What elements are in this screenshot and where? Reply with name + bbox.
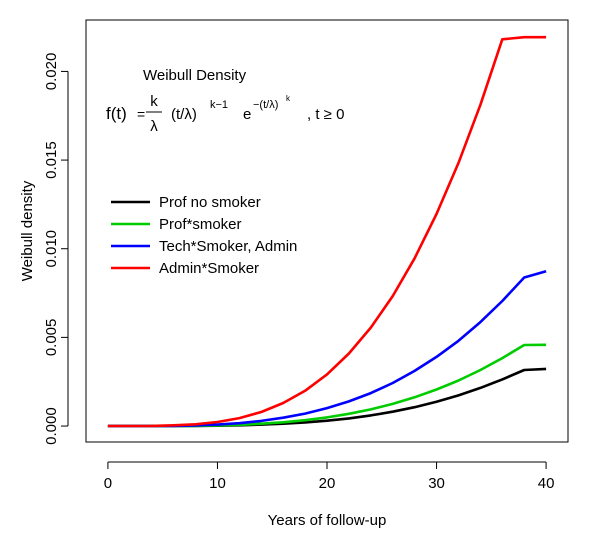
formula-exp2: −(t/λ) bbox=[253, 99, 278, 111]
formula-annotation: Weibull Density f(t) = k λ (t/λ) k−1 e −… bbox=[106, 67, 344, 135]
formula-condition: , t ≥ 0 bbox=[307, 106, 344, 123]
y-tick-label: 0.000 bbox=[43, 407, 60, 445]
legend-label: Prof no smoker bbox=[159, 194, 261, 211]
y-axis-label: Weibull density bbox=[19, 180, 36, 281]
legend: Prof no smoker Prof*smoker Tech*Smoker, Ad… bbox=[111, 194, 297, 277]
formula-exp1: k−1 bbox=[210, 99, 228, 111]
series-lines bbox=[107, 35, 547, 428]
formula-title: Weibull Density bbox=[143, 67, 247, 84]
x-tick-label: 0 bbox=[104, 475, 112, 492]
plot-frame bbox=[85, 19, 569, 443]
legend-label: Tech*Smoker, Admin bbox=[159, 238, 297, 255]
formula-lhs: f(t) bbox=[106, 104, 127, 123]
legend-label: Prof*smoker bbox=[159, 216, 242, 233]
y-tick-label: 0.005 bbox=[43, 319, 60, 357]
formula-frac-den: λ bbox=[150, 118, 158, 135]
formula-frac-num: k bbox=[150, 93, 158, 110]
formula-exp2-sup: k bbox=[286, 94, 291, 103]
y-tick-label: 0.010 bbox=[43, 230, 60, 268]
legend-label: Admin*Smoker bbox=[159, 260, 259, 277]
x-tick-label: 10 bbox=[209, 475, 226, 492]
series-line bbox=[107, 35, 547, 428]
formula-equals: = bbox=[137, 106, 145, 122]
x-tick-label: 20 bbox=[319, 475, 336, 492]
x-axis-label: Years of follow-up bbox=[268, 512, 387, 529]
y-tick-label: 0.015 bbox=[43, 141, 60, 179]
x-tick-label: 30 bbox=[428, 475, 445, 492]
y-axis: 0.000 0.005 0.010 0.015 0.020 bbox=[43, 53, 69, 445]
formula-term1: (t/λ) bbox=[171, 106, 197, 123]
formula-e: e bbox=[243, 106, 251, 123]
y-tick-label: 0.020 bbox=[43, 53, 60, 91]
x-tick-label: 40 bbox=[538, 475, 555, 492]
x-axis: 0 10 20 30 40 bbox=[104, 461, 555, 492]
